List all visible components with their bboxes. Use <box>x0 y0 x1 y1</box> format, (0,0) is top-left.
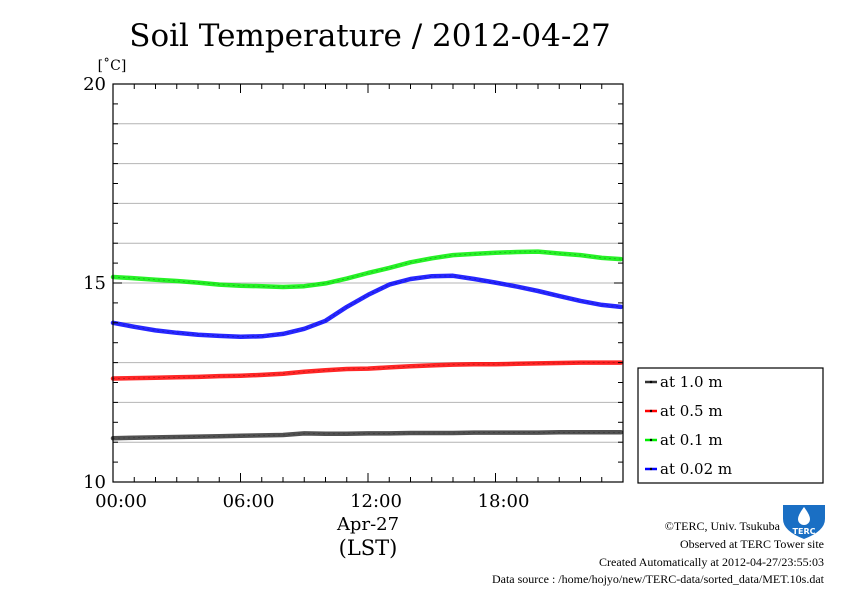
legend-entry-3: at 0.02 m <box>660 460 732 478</box>
series-line-0 <box>110 430 624 441</box>
data-source-text: Data source : /home/hojyo/new/TERC-data/… <box>491 572 824 586</box>
legend-box <box>637 367 824 484</box>
terc-logo: TERC <box>783 505 825 539</box>
series-line-1 <box>110 360 624 381</box>
series-line-2 <box>110 249 624 290</box>
series-line-texture-1 <box>112 362 621 379</box>
legend-swatch-marker-0 <box>649 380 653 384</box>
legend-entry-2: at 0.1 m <box>660 431 723 449</box>
terc-logo-drop-icon <box>798 507 810 525</box>
terc-logo-text: TERC <box>793 527 816 536</box>
series-line-texture-0 <box>112 431 621 439</box>
legend: at 1.0 m at 0.5 m at 0.1 m at 0.02 m <box>637 367 824 484</box>
y-axis-ticks: 10 15 20 <box>83 74 623 493</box>
series-line-3 <box>110 273 624 339</box>
copyright-text: ©TERC, Univ. Tsukuba <box>664 519 780 533</box>
x-axis-ticks: 00:00 06:00 12:00 18:00 <box>95 84 624 512</box>
legend-swatch-marker-3 <box>649 467 653 471</box>
x-tick-label: 00:00 <box>95 491 147 512</box>
x-axis-timezone-label: (LST) <box>339 536 398 560</box>
series-layer <box>110 249 624 441</box>
y-axis-unit: [˚C] <box>98 57 127 74</box>
x-axis-date-label: Apr-27 <box>336 514 399 535</box>
legend-swatch-marker-1 <box>649 409 653 413</box>
legend-entry-1: at 0.5 m <box>660 402 723 420</box>
x-tick-label: 06:00 <box>223 491 275 512</box>
x-tick-label: 18:00 <box>478 491 530 512</box>
observed-text: Observed at TERC Tower site <box>679 537 824 551</box>
series-line-texture-3 <box>112 275 621 338</box>
y-tick-label: 10 <box>83 472 106 493</box>
legend-swatch-marker-2 <box>649 438 653 442</box>
y-tick-label: 20 <box>83 74 106 95</box>
legend-entry-0: at 1.0 m <box>660 373 723 391</box>
x-tick-label: 12:00 <box>350 491 402 512</box>
series-line-texture-2 <box>112 251 621 288</box>
y-tick-label: 15 <box>83 273 106 294</box>
chart-title: Soil Temperature / 2012-04-27 <box>129 18 611 54</box>
created-text: Created Automatically at 2012-04-27/23:5… <box>599 555 824 569</box>
